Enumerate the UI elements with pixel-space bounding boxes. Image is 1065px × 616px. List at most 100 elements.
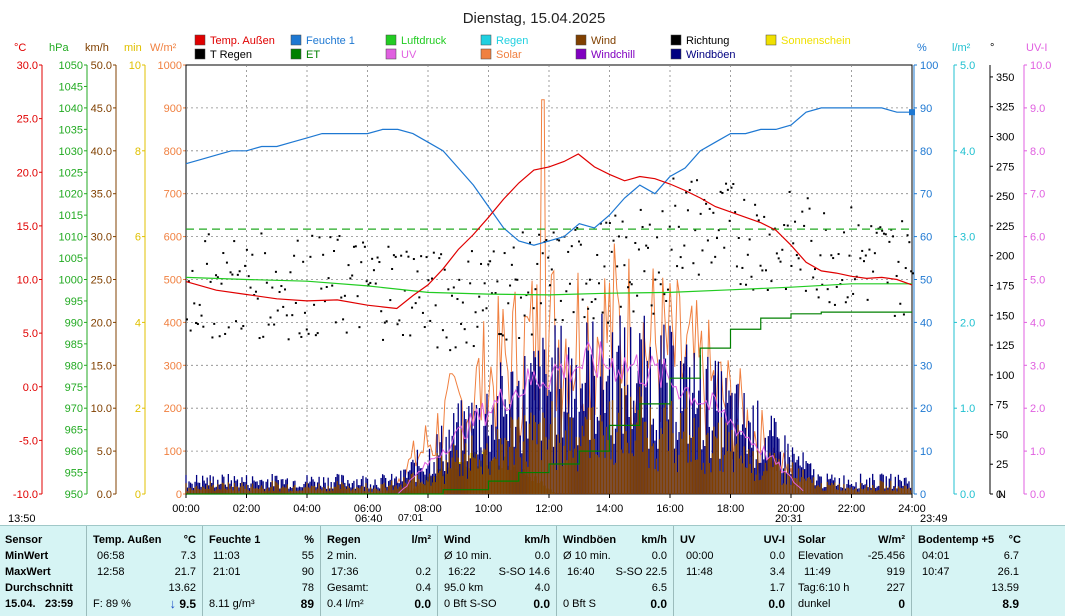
direction-dot: [554, 318, 557, 321]
direction-dot: [436, 346, 439, 349]
pressure-line: [185, 276, 912, 296]
left-axis-unit: W/m²: [150, 42, 177, 54]
right-axis-tick-label: 1.0: [960, 403, 975, 415]
direction-dot: [879, 226, 882, 229]
direction-dot: [196, 323, 199, 326]
direction-dot: [545, 239, 548, 242]
x-tick-label: 10:00: [475, 503, 503, 515]
uv-header: UV: [680, 534, 696, 546]
uv-current: 0.0: [768, 597, 785, 611]
direction-dot: [454, 346, 457, 349]
direction-dot: [641, 225, 644, 228]
direction-dot: [458, 278, 461, 281]
direction-dot: [541, 252, 544, 255]
direction-dot: [549, 284, 551, 287]
left-axis-tick-label: 5.0: [23, 328, 38, 340]
summary-table: Sensor MinWert MaxWert Durchschnitt 15.0…: [0, 525, 1065, 616]
direction-dot: [596, 253, 599, 256]
wind-column: Wind km/h Ø 10 min. 0.0 16:22 S-SO 14.6 95.…: [438, 526, 557, 616]
direction-dot: [396, 323, 399, 326]
direction-dot: [351, 274, 354, 277]
solar-daylength: Tag:6:10 h: [798, 582, 850, 594]
direction-dot: [790, 264, 793, 267]
direction-dot: [848, 254, 851, 257]
right-axis-tick-label: 5.0: [1030, 275, 1045, 287]
direction-dot: [260, 232, 263, 235]
direction-dot: [810, 239, 813, 242]
gust-max-time: 16:40: [567, 566, 595, 578]
soil-min: 6.7: [1003, 550, 1019, 562]
direction-dot: [432, 251, 435, 254]
right-axis-tick-label: 225: [996, 221, 1014, 233]
x-tick-label: 04:00: [293, 503, 321, 515]
direction-dot: [844, 301, 847, 304]
direction-dot: [806, 197, 809, 200]
x-tick-label: 16:00: [656, 503, 684, 515]
min-label: MinWert: [5, 550, 49, 562]
soil-header: Bodentemp +5: [918, 534, 995, 546]
direction-dot: [561, 319, 564, 322]
wind-unit: km/h: [524, 534, 550, 546]
direction-dot: [311, 234, 314, 237]
legend-label: Solar: [496, 49, 522, 61]
direction-dot: [598, 282, 601, 285]
direction-dot: [472, 345, 475, 348]
direction-dot: [712, 211, 715, 214]
direction-dot: [204, 240, 207, 243]
direction-dot: [864, 254, 867, 257]
direction-dot: [205, 262, 208, 265]
direction-dot: [621, 220, 624, 223]
direction-dot: [496, 280, 499, 283]
weather-chart: Dienstag, 15.04.2025 Temp. Außen T Regen F…: [13, 10, 1052, 515]
left-axis-tick-label: 1005: [59, 253, 83, 265]
direction-dot: [666, 288, 669, 291]
left-axis-tick-label: 100: [164, 446, 182, 458]
right-axis-tick-label: 3.0: [960, 232, 975, 244]
direction-dot: [570, 245, 573, 248]
direction-dot: [895, 274, 898, 277]
direction-dot: [363, 245, 366, 248]
direction-dot: [813, 268, 816, 271]
direction-dot: [334, 321, 337, 324]
direction-dot: [701, 249, 704, 252]
direction-dot: [676, 265, 679, 268]
gust-avg: 0.0: [651, 550, 667, 562]
right-axis-tick-label: 6.0: [1030, 232, 1045, 244]
hum-min-time: 11:03: [213, 550, 240, 562]
direction-dot: [592, 317, 595, 320]
right-axis-tick-label: 0.0: [1030, 489, 1045, 501]
direction-dot: [837, 253, 840, 256]
direction-dot: [440, 253, 443, 256]
left-axis-tick-label: 50.0: [91, 60, 112, 72]
direction-dot: [247, 275, 250, 278]
wind-bft: 0 Bft S-SO: [444, 598, 497, 610]
right-axis-tick-label: 0: [996, 489, 1002, 501]
right-axis-tick-label: 9.0: [1030, 103, 1045, 115]
right-axis-tick-label: 40: [920, 317, 932, 329]
right-axis-tick-label: 0.0: [960, 489, 975, 501]
direction-dot: [745, 283, 748, 286]
direction-dot: [498, 333, 501, 336]
direction-dot: [273, 323, 276, 326]
direction-dot: [313, 303, 316, 306]
rain-max-time: 17:36: [331, 566, 359, 578]
legend-swatch: [575, 34, 587, 46]
direction-dot: [719, 190, 722, 193]
direction-dot: [654, 278, 657, 281]
direction-dot: [608, 222, 611, 225]
left-axis-tick-label: 10.0: [91, 403, 112, 415]
direction-dot: [445, 336, 448, 339]
left-axis-tick-label: 900: [164, 103, 182, 115]
solar-avg: 227: [886, 582, 905, 594]
direction-dot: [550, 268, 553, 271]
direction-dot: [739, 283, 742, 286]
temp-current: 9.5: [179, 597, 196, 611]
left-axis-tick-label: 1040: [59, 103, 83, 115]
left-axis-tick-label: 25.0: [91, 275, 112, 287]
gust-mean: 6.5: [651, 582, 667, 594]
direction-dot: [607, 321, 610, 324]
left-axis-tick-label: 990: [65, 317, 83, 329]
left-axis-tick-label: 20.0: [91, 317, 112, 329]
left-axis-tick-label: 0: [176, 489, 182, 501]
direction-dot: [833, 303, 836, 306]
